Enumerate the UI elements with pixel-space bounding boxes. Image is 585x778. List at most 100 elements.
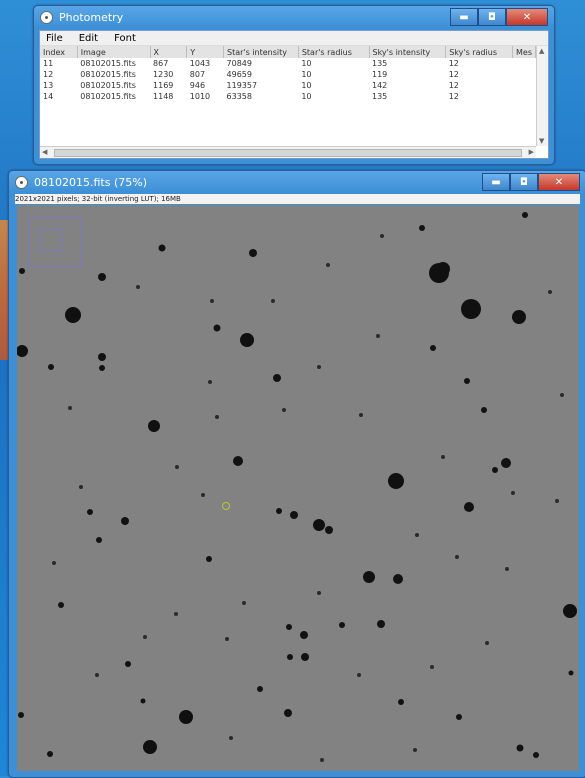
minimize-button[interactable]: ▬ — [450, 8, 478, 26]
star — [213, 324, 221, 332]
cell: 807 — [189, 70, 206, 79]
star — [548, 290, 552, 294]
star — [215, 415, 219, 419]
star — [320, 758, 324, 762]
cell: 70849 — [226, 59, 252, 68]
cell: 12 — [448, 92, 459, 101]
column-header-star-radius[interactable]: Star's radius — [298, 46, 370, 58]
image-status-line: 2021x2021 pixels; 32-bit (inverting LUT)… — [15, 194, 580, 204]
star — [249, 249, 257, 257]
star — [464, 378, 470, 384]
scroll-up-icon[interactable]: ▲ — [539, 47, 545, 55]
star — [208, 380, 212, 384]
app-icon — [15, 175, 28, 189]
cell: 867 — [153, 59, 169, 68]
maximize-button[interactable]: ◘ — [478, 8, 506, 26]
cell — [513, 91, 536, 102]
star — [282, 408, 286, 412]
column-header-star-intensity[interactable]: Star's intensity — [223, 46, 299, 58]
cell: 12 — [448, 70, 459, 79]
cell: 119 — [372, 70, 388, 79]
column-header-image[interactable]: Image — [77, 46, 151, 58]
roi-selection-inner[interactable] — [38, 228, 62, 252]
star — [47, 751, 53, 757]
cell: 1043 — [189, 59, 211, 68]
cell: 142 — [372, 81, 388, 90]
star — [286, 624, 292, 630]
cell: 08102015.fits — [80, 59, 136, 68]
menu-font[interactable]: Font — [114, 32, 136, 44]
star — [512, 310, 526, 324]
star — [148, 420, 160, 432]
cell: 13 — [43, 81, 54, 90]
star — [455, 555, 459, 559]
table-row[interactable]: 12 08102015.fits 1230 807 49659 10 119 1… — [40, 69, 536, 80]
column-header-sky-radius[interactable]: Sky's radius — [445, 46, 513, 58]
close-button[interactable]: ✕ — [538, 173, 580, 191]
star — [359, 413, 363, 417]
star — [125, 661, 131, 667]
menu-edit[interactable]: Edit — [78, 32, 99, 44]
star — [98, 353, 106, 361]
results-table: Index Image X Y Star's intensity Star's … — [40, 46, 536, 102]
minimize-button[interactable]: ▬ — [482, 173, 510, 191]
star — [290, 511, 298, 519]
astronomy-image-canvas[interactable] — [17, 205, 579, 771]
star — [87, 509, 93, 515]
star — [568, 670, 574, 676]
cell — [513, 80, 536, 91]
cell: 10 — [301, 70, 312, 79]
image-titlebar[interactable]: 08102015.fits (75%) ▬ ◘ ✕ — [9, 171, 585, 193]
star — [393, 574, 403, 584]
star — [492, 467, 498, 473]
close-button[interactable]: ✕ — [506, 8, 548, 26]
horizontal-scrollbar[interactable]: ◀ ▶ — [40, 146, 536, 158]
star — [313, 519, 325, 531]
star — [485, 641, 489, 645]
star — [225, 637, 229, 641]
scroll-down-icon[interactable]: ▼ — [539, 137, 545, 145]
star — [516, 744, 524, 752]
table-row[interactable]: 13 08102015.fits 1169 946 119357 10 142 … — [40, 80, 536, 91]
star — [271, 299, 275, 303]
column-header-x[interactable]: X — [150, 46, 188, 58]
star — [388, 473, 404, 489]
column-header-y[interactable]: Y — [186, 46, 225, 58]
star — [140, 698, 146, 704]
star — [143, 635, 147, 639]
results-table-container: Index Image X Y Star's intensity Star's … — [40, 46, 536, 146]
star — [242, 601, 246, 605]
maximize-button[interactable]: ◘ — [510, 173, 538, 191]
image-title: 08102015.fits (75%) — [34, 175, 147, 189]
star — [555, 499, 559, 503]
app-icon — [40, 10, 53, 24]
star — [206, 556, 212, 562]
photometry-window: Photometry ▬ ◘ ✕ File Edit Font Index Im… — [33, 5, 555, 165]
table-row[interactable]: 14 08102015.fits 1148 1010 63358 10 135 … — [40, 91, 536, 102]
star — [363, 571, 375, 583]
cell — [513, 69, 536, 80]
column-header-sky-intensity[interactable]: Sky's intensity — [369, 46, 447, 58]
star — [201, 493, 205, 497]
menu-file[interactable]: File — [46, 32, 63, 44]
scroll-left-icon[interactable]: ◀ — [42, 148, 48, 156]
table-header-row: Index Image X Y Star's intensity Star's … — [40, 46, 536, 58]
photometry-titlebar[interactable]: Photometry ▬ ◘ ✕ — [34, 6, 554, 28]
horizontal-scroll-thumb[interactable] — [54, 149, 522, 157]
table-row[interactable]: 11 08102015.fits 867 1043 70849 10 135 1… — [40, 58, 536, 69]
vertical-scrollbar[interactable]: ▲ ▼ — [536, 46, 548, 146]
photometry-title: Photometry — [59, 10, 124, 24]
cell: 12 — [448, 81, 459, 90]
star — [511, 491, 515, 495]
star — [317, 591, 321, 595]
star — [325, 526, 333, 534]
scroll-right-icon[interactable]: ▶ — [528, 148, 534, 156]
roi-selection-outer[interactable] — [28, 217, 82, 267]
cell: 135 — [372, 92, 388, 101]
column-header-mes[interactable]: Mes — [512, 46, 536, 58]
star — [398, 699, 404, 705]
column-header-index[interactable]: Index — [40, 46, 78, 58]
star — [19, 268, 25, 274]
star — [505, 567, 509, 571]
cell: 1230 — [153, 70, 174, 79]
